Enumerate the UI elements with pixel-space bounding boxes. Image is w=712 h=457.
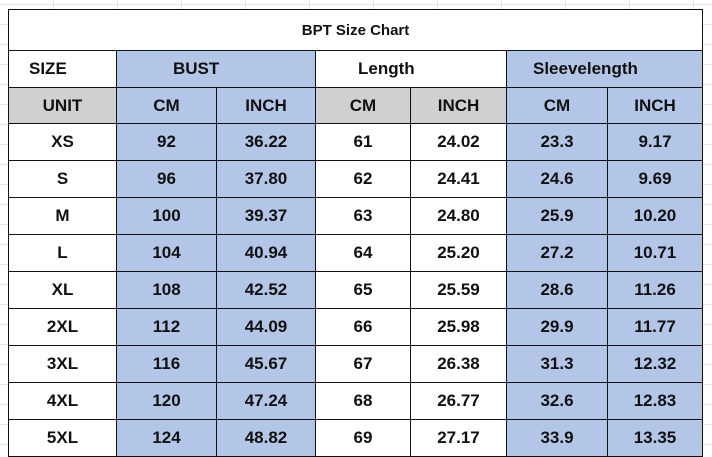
value-cell: 11.26: [607, 271, 703, 309]
value-cell: 112: [116, 308, 217, 346]
value-cell: 40.94: [216, 234, 316, 272]
value-cell: 66: [315, 308, 411, 346]
table-row: L 104 40.94 64 25.20 27.2 10.71: [8, 234, 703, 272]
size-cell: 4XL: [8, 382, 117, 420]
value-cell: 10.20: [607, 197, 703, 235]
value-cell: 10.71: [607, 234, 703, 272]
value-cell: 26.38: [410, 345, 507, 383]
size-chart-table: BPT Size Chart SIZE BUST Length Sleevele…: [8, 9, 703, 457]
unit-header-row: UNIT CM INCH CM INCH CM INCH: [8, 87, 703, 124]
value-cell: 47.24: [216, 382, 316, 420]
value-cell: 27.2: [506, 234, 608, 272]
value-cell: 65: [315, 271, 411, 309]
unit-cell: CM: [506, 87, 608, 124]
value-cell: 67: [315, 345, 411, 383]
unit-cell: INCH: [216, 87, 316, 124]
value-cell: 62: [315, 160, 411, 198]
value-cell: 26.77: [410, 382, 507, 420]
table-row: 3XL 116 45.67 67 26.38 31.3 12.32: [8, 345, 703, 383]
size-cell: 2XL: [8, 308, 117, 346]
value-cell: 45.67: [216, 345, 316, 383]
value-cell: 28.6: [506, 271, 608, 309]
value-cell: 25.59: [410, 271, 507, 309]
value-cell: 64: [315, 234, 411, 272]
unit-cell: CM: [315, 87, 411, 124]
value-cell: 104: [116, 234, 217, 272]
value-cell: 48.82: [216, 419, 316, 457]
value-cell: 31.3: [506, 345, 608, 383]
unit-cell: CM: [116, 87, 217, 124]
value-cell: 12.83: [607, 382, 703, 420]
value-cell: 124: [116, 419, 217, 457]
size-cell: XS: [8, 123, 117, 161]
table-row: XS 92 36.22 61 24.02 23.3 9.17: [8, 123, 703, 161]
bust-header: BUST: [116, 50, 316, 88]
value-cell: 63: [315, 197, 411, 235]
value-cell: 13.35: [607, 419, 703, 457]
size-cell: 3XL: [8, 345, 117, 383]
value-cell: 108: [116, 271, 217, 309]
group-header-row: SIZE BUST Length Sleevelength: [8, 50, 703, 88]
value-cell: 24.41: [410, 160, 507, 198]
table-row: M 100 39.37 63 24.80 25.9 10.20: [8, 197, 703, 235]
value-cell: 120: [116, 382, 217, 420]
table-row: 2XL 112 44.09 66 25.98 29.9 11.77: [8, 308, 703, 346]
value-cell: 92: [116, 123, 217, 161]
size-cell: L: [8, 234, 117, 272]
size-cell: XL: [8, 271, 117, 309]
value-cell: 39.37: [216, 197, 316, 235]
value-cell: 27.17: [410, 419, 507, 457]
value-cell: 32.6: [506, 382, 608, 420]
value-cell: 96: [116, 160, 217, 198]
value-cell: 24.02: [410, 123, 507, 161]
value-cell: 44.09: [216, 308, 316, 346]
unit-cell: INCH: [607, 87, 703, 124]
size-cell: M: [8, 197, 117, 235]
value-cell: 9.17: [607, 123, 703, 161]
value-cell: 29.9: [506, 308, 608, 346]
value-cell: 37.80: [216, 160, 316, 198]
table-row: 4XL 120 47.24 68 26.77 32.6 12.83: [8, 382, 703, 420]
value-cell: 100: [116, 197, 217, 235]
title-row: BPT Size Chart: [8, 9, 703, 51]
unit-header: UNIT: [8, 87, 117, 124]
unit-cell: INCH: [410, 87, 507, 124]
table-row: 5XL 124 48.82 69 27.17 33.9 13.35: [8, 419, 703, 457]
table-row: XL 108 42.52 65 25.59 28.6 11.26: [8, 271, 703, 309]
value-cell: 69: [315, 419, 411, 457]
size-cell: 5XL: [8, 419, 117, 457]
value-cell: 24.6: [506, 160, 608, 198]
value-cell: 61: [315, 123, 411, 161]
value-cell: 68: [315, 382, 411, 420]
value-cell: 24.80: [410, 197, 507, 235]
value-cell: 36.22: [216, 123, 316, 161]
table-row: S 96 37.80 62 24.41 24.6 9.69: [8, 160, 703, 198]
value-cell: 25.98: [410, 308, 507, 346]
chart-title: BPT Size Chart: [8, 9, 703, 51]
length-header: Length: [315, 50, 507, 88]
value-cell: 25.20: [410, 234, 507, 272]
value-cell: 42.52: [216, 271, 316, 309]
size-cell: S: [8, 160, 117, 198]
value-cell: 11.77: [607, 308, 703, 346]
value-cell: 12.32: [607, 345, 703, 383]
value-cell: 116: [116, 345, 217, 383]
value-cell: 9.69: [607, 160, 703, 198]
size-header: SIZE: [8, 50, 117, 88]
value-cell: 25.9: [506, 197, 608, 235]
value-cell: 23.3: [506, 123, 608, 161]
value-cell: 33.9: [506, 419, 608, 457]
sleevelength-header: Sleevelength: [506, 50, 703, 88]
